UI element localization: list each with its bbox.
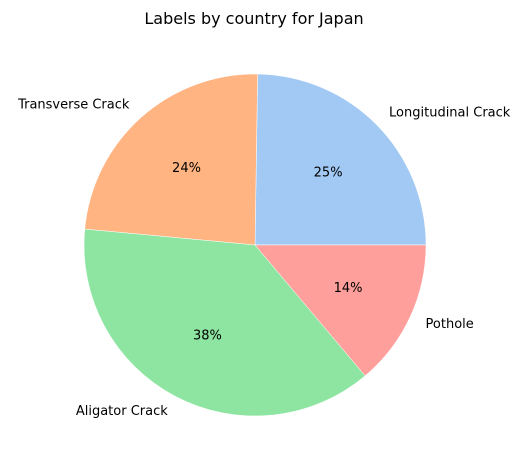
slice-category-label: Transverse Crack [17,97,130,112]
pie-slice [254,73,427,246]
slice-percent-label: 14% [334,281,363,296]
slice-category-label: Pothole [426,317,474,332]
slice-category-label: Longitudinal Crack [389,106,511,121]
pie-slice [84,73,258,246]
slice-percent-label: 24% [172,161,201,176]
slice-percent-label: 25% [314,166,343,181]
slice-category-label: Aligator Crack [76,404,168,419]
pie-labels: Longitudinal Crack 25% Transverse Crack 24%… [17,97,511,419]
pie-slice [254,244,427,377]
chart-title: Labels by country for Japan [144,9,363,28]
pie-slices [83,73,427,417]
pie-slice [83,228,366,417]
slice-percent-label: 38% [193,328,222,343]
